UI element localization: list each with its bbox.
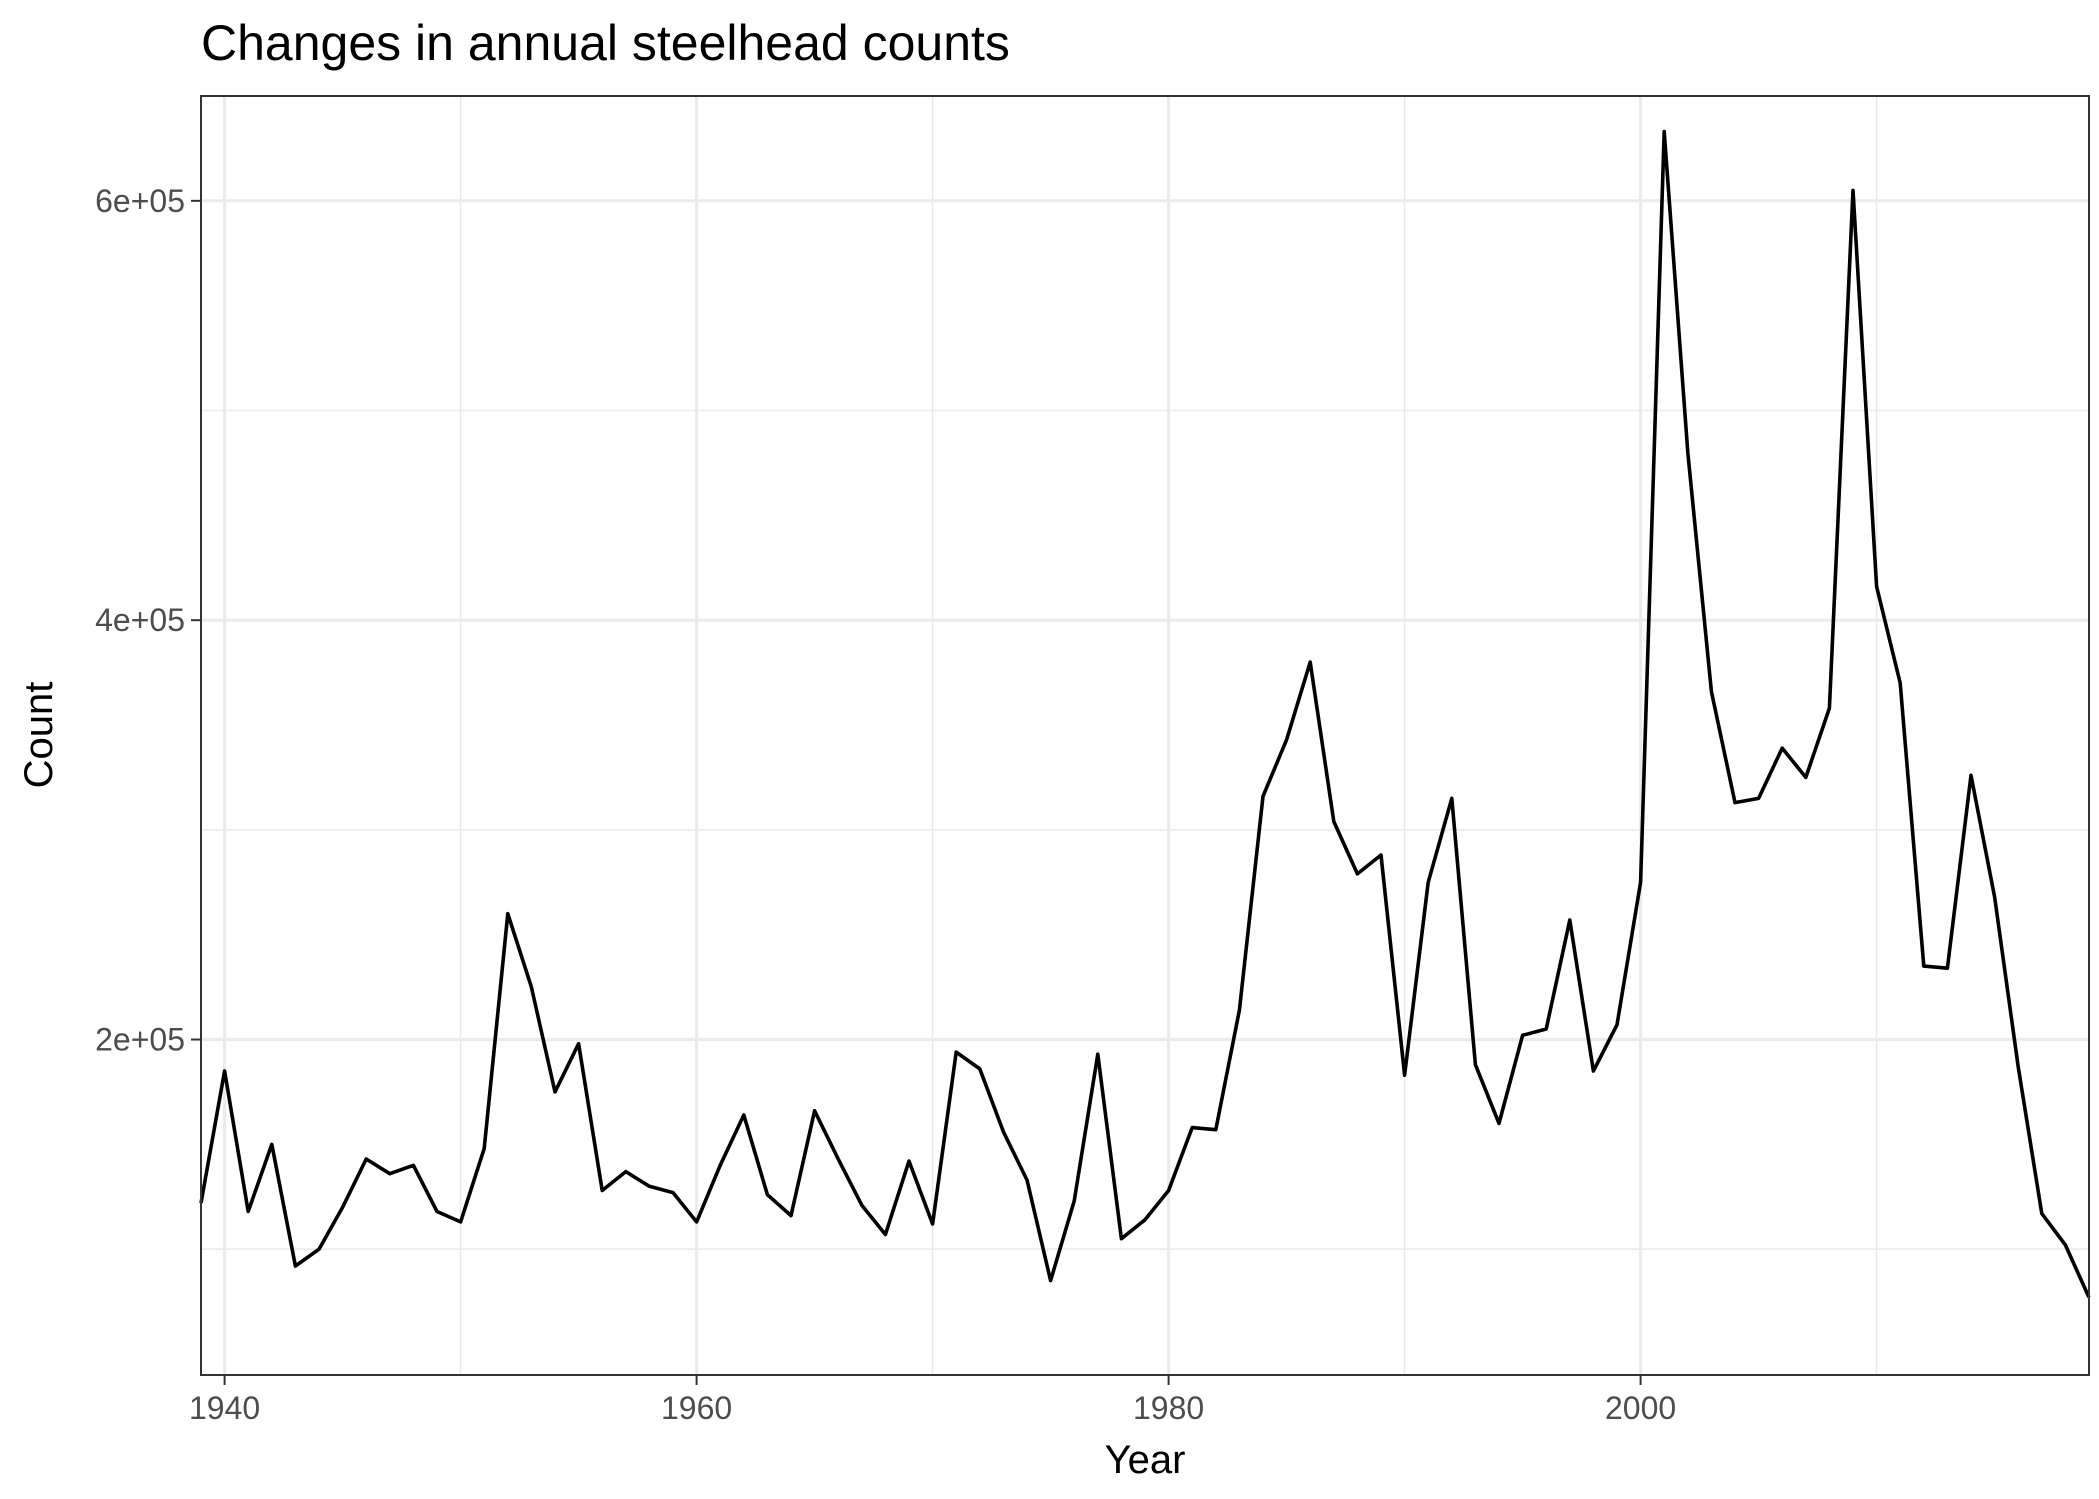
x-axis-ticks: 1940 1960 1980 2000 xyxy=(189,1375,1676,1426)
y-axis-title: Count xyxy=(17,682,61,789)
x-axis-title: Year xyxy=(1105,1438,1186,1482)
steelhead-count-line xyxy=(199,129,2091,1299)
x-tick-label: 1960 xyxy=(661,1390,732,1426)
y-tick-label: 6e+05 xyxy=(95,183,185,219)
y-axis-ticks: 2e+05 4e+05 6e+05 xyxy=(95,183,201,1058)
plot-background xyxy=(201,96,2089,1375)
chart-title: Changes in annual steelhead counts xyxy=(201,15,1010,71)
y-tick-label: 4e+05 xyxy=(95,602,185,638)
major-gridlines xyxy=(201,96,2089,1375)
minor-gridlines xyxy=(201,96,2089,1375)
x-tick-label: 2000 xyxy=(1605,1390,1676,1426)
panel-border xyxy=(200,95,2090,1376)
x-tick-label: 1940 xyxy=(189,1390,260,1426)
y-tick-label: 2e+05 xyxy=(95,1022,185,1058)
x-tick-label: 1980 xyxy=(1133,1390,1204,1426)
